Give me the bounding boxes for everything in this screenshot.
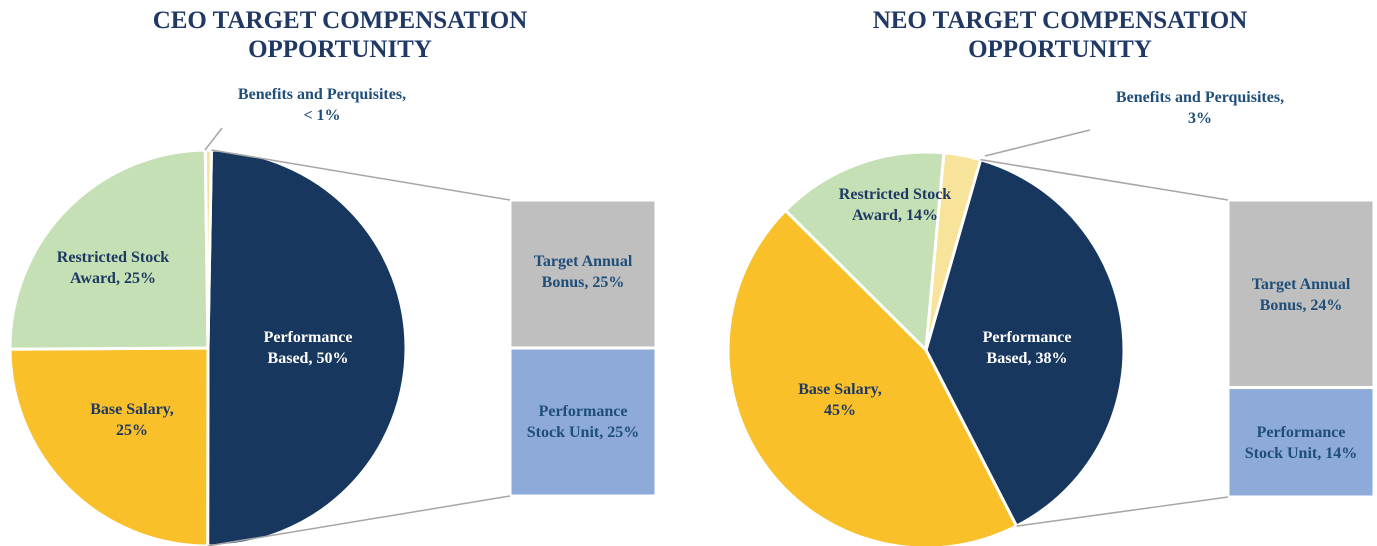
slice-label: Performance Based, 38% [962, 327, 1092, 369]
label-value: 38% [1035, 350, 1068, 367]
breakdown-segment [1226, 386, 1376, 499]
label-value: 24% [1310, 297, 1343, 314]
label-name: Performance Based, [263, 329, 353, 367]
pie-slice [924, 157, 1126, 529]
label-value: 25% [116, 422, 148, 439]
label-name: Benefits and Perquisites, [1115, 89, 1285, 106]
chart-title: NEO TARGET COMPENSATION OPPORTUNITY [872, 7, 1248, 63]
pie-slice [8, 346, 210, 546]
leader-line [204, 127, 223, 151]
label-value: 25% [607, 424, 640, 441]
leader-line [984, 129, 1091, 157]
label-value: 25% [123, 270, 156, 287]
label-name: Target Annual Bonus, [1251, 276, 1351, 314]
label-name: Restricted Stock Award, [838, 186, 952, 224]
slice-label: Base Salary, 45% [790, 379, 890, 421]
chart-title: CEO TARGET COMPENSATION OPPORTUNITY [152, 7, 528, 63]
label-value: < 1% [303, 107, 341, 124]
label-name: Benefits and Perquisites, [237, 86, 407, 103]
label-value: 45% [824, 402, 856, 419]
label-value: 14% [905, 207, 938, 224]
breakdown-segment [508, 346, 658, 498]
label-name: Performance Stock Unit, [526, 403, 628, 441]
pie-slice [8, 148, 210, 351]
label-name: Base Salary, [90, 401, 174, 418]
slice-label: Benefits and Perquisites, < 1% [237, 84, 407, 126]
slice-label: Benefits and Perquisites, 3% [1115, 87, 1285, 129]
label-value: 50% [316, 350, 349, 367]
label-name: Base Salary, [798, 381, 882, 398]
connector [207, 495, 511, 546]
label-name: Target Annual Bonus, [533, 253, 633, 291]
label-value: 3% [1188, 110, 1212, 127]
slice-label: Performance Stock Unit, 25% [523, 401, 643, 443]
pie-slice [726, 208, 1019, 546]
slice-label: Performance Stock Unit, 14% [1241, 422, 1361, 464]
slice-label: Performance Based, 50% [243, 327, 373, 369]
label-name: Restricted Stock Award, [56, 249, 170, 287]
pie-slice [783, 150, 946, 354]
connector [1016, 496, 1229, 527]
slice-label: Restricted Stock Award, 14% [835, 184, 955, 226]
slice-label: Target Annual Bonus, 24% [1246, 274, 1356, 316]
label-value: 14% [1325, 445, 1358, 462]
label-name: Performance Based, [982, 329, 1072, 367]
connector [211, 149, 511, 201]
slice-label: Restricted Stock Award, 25% [53, 247, 173, 289]
breakdown-segment [1226, 198, 1376, 390]
pie-slice [206, 148, 408, 546]
pie-slice [924, 151, 983, 351]
slice-label: Target Annual Bonus, 25% [528, 251, 638, 293]
label-name: Performance Stock Unit, [1244, 424, 1346, 462]
slice-label: Base Salary, 25% [82, 399, 182, 441]
label-value: 25% [592, 274, 625, 291]
connector [980, 158, 1229, 201]
